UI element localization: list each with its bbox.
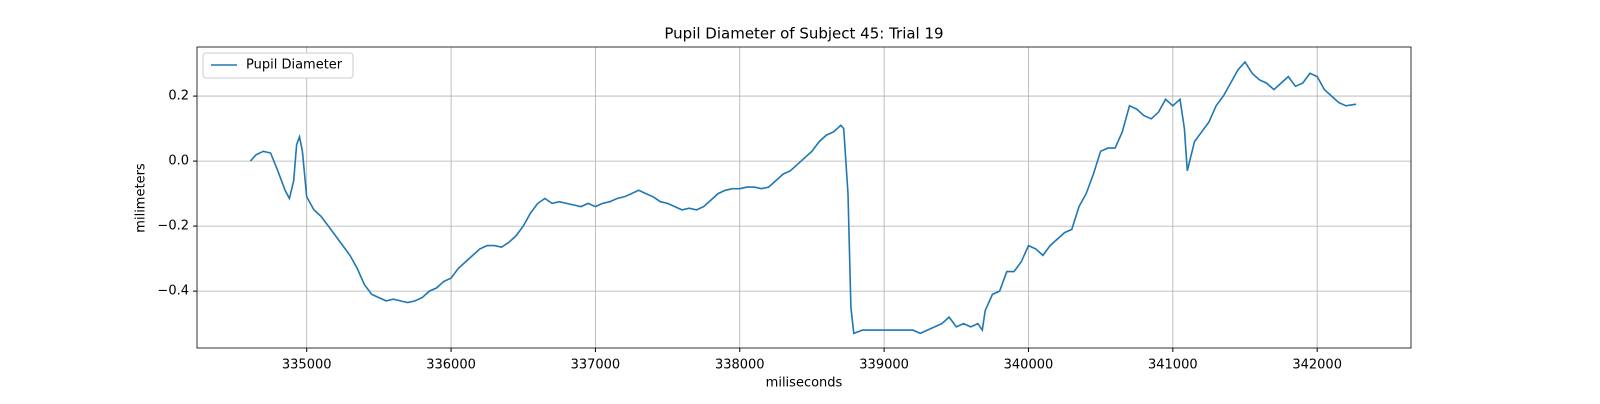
data-line — [249, 60, 1357, 335]
y-axis-label: milimeters — [134, 163, 149, 233]
x-tick-label: 341000 — [1148, 358, 1198, 373]
x-tick-label: 342000 — [1292, 358, 1342, 373]
chart-title: Pupil Diameter of Subject 45: Trial 19 — [664, 25, 943, 43]
y-tick-label: 0.2 — [168, 89, 189, 104]
legend-label: Pupil Diameter — [246, 58, 343, 73]
x-axis-label: miliseconds — [766, 376, 843, 391]
legend-box — [202, 52, 354, 79]
x-tick-label: 340000 — [1004, 358, 1054, 373]
x-tick-label: 335000 — [282, 358, 332, 373]
x-tick-label: 336000 — [426, 358, 476, 373]
y-tick-label: −0.4 — [157, 284, 189, 299]
x-tick-label: 339000 — [859, 358, 909, 373]
y-tick-label: −0.2 — [157, 219, 189, 234]
plot-frame — [196, 46, 1412, 349]
x-tick-label: 338000 — [715, 358, 765, 373]
x-tick-label: 337000 — [571, 358, 621, 373]
y-tick-label: 0.0 — [168, 154, 189, 169]
